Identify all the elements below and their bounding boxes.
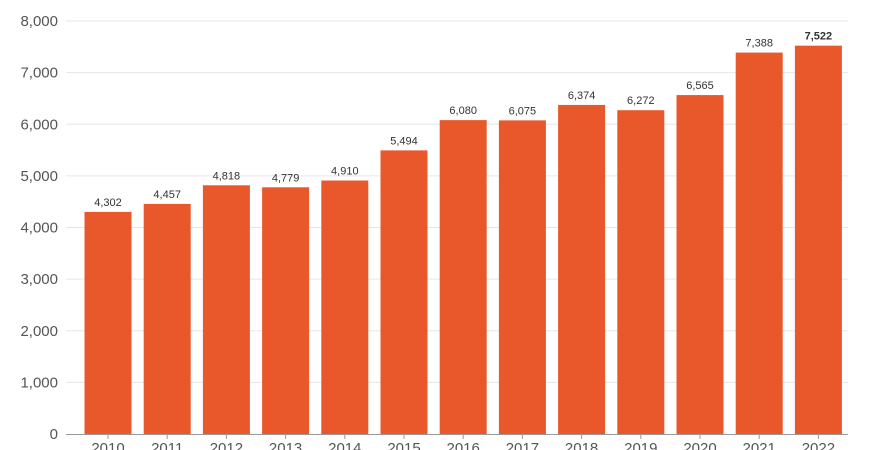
bar [735,52,783,434]
bar [262,187,310,434]
data-label: 4,818 [213,170,241,182]
data-label: 6,075 [509,105,537,117]
data-label: 6,272 [627,95,655,107]
data-label: 4,779 [272,172,300,184]
data-label: 4,457 [153,189,181,201]
y-tick-label: 8,000 [20,13,58,30]
x-tick-label: 2017 [506,440,539,450]
y-tick-label: 1,000 [20,374,58,391]
data-label: 7,522 [805,31,833,43]
bar [617,110,665,434]
x-tick-label: 2021 [743,440,776,450]
bar [439,120,487,435]
data-label: 4,910 [331,166,359,178]
bar [380,150,428,434]
bar [143,203,191,434]
y-tick-label: 5,000 [20,168,58,185]
y-tick-label: 7,000 [20,65,58,82]
y-tick-label: 2,000 [20,323,58,340]
bar [498,120,546,435]
x-tick-label: 2010 [91,440,124,450]
data-label: 6,565 [686,80,714,92]
x-tick-label: 2015 [387,440,420,450]
x-tick-label: 2016 [447,440,480,450]
data-label: 4,302 [94,197,122,209]
y-tick-label: 3,000 [20,271,58,288]
data-label: 7,388 [745,38,773,50]
bar [202,185,250,434]
x-tick-label: 2014 [328,440,361,450]
x-tick-label: 2018 [565,440,598,450]
y-tick-label: 6,000 [20,116,58,133]
x-tick-label: 2022 [802,440,835,450]
y-tick-label: 4,000 [20,220,58,237]
bar [676,95,724,434]
x-tick-label: 2012 [210,440,243,450]
bar [558,104,606,434]
data-label: 5,494 [390,135,418,147]
x-tick-label: 2011 [151,440,183,450]
bar [321,180,369,434]
y-tick-label: 0 [50,426,58,443]
x-tick-label: 2013 [269,440,302,450]
bar [794,45,842,434]
bar [84,211,132,434]
data-label: 6,374 [568,90,596,102]
data-label: 6,080 [449,105,477,117]
x-tick-label: 2019 [624,440,657,450]
x-tick-label: 2020 [683,440,716,450]
